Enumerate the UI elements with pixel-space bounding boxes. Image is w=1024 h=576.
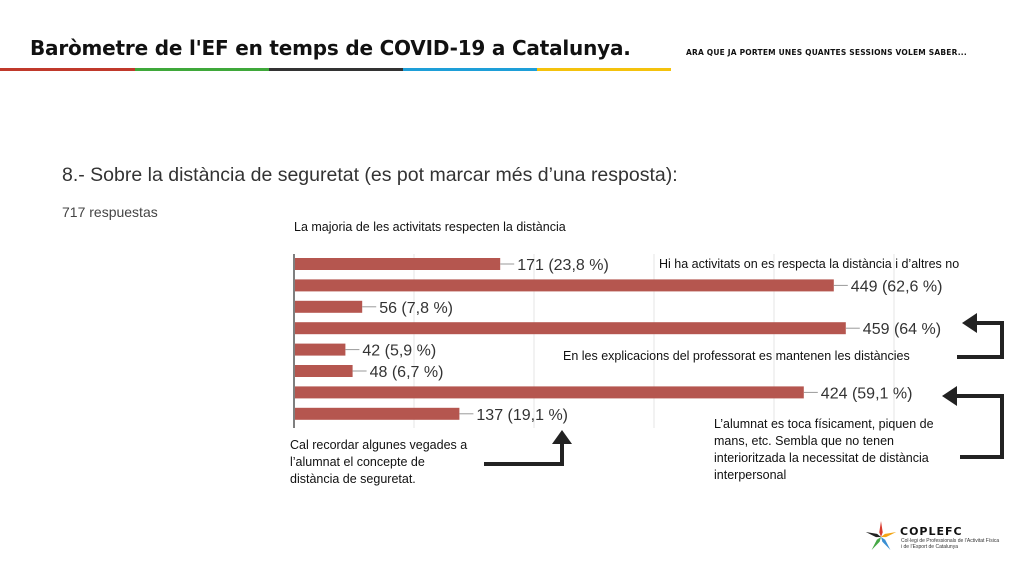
bar <box>295 407 460 420</box>
logo-star-arm <box>879 521 883 537</box>
question-title: 8.- Sobre la distància de seguretat (es … <box>62 164 678 186</box>
stripe-segment <box>403 68 537 71</box>
bar <box>295 343 346 356</box>
arrow-reminder <box>484 440 564 466</box>
bar <box>295 322 846 335</box>
annotation-majority: La majoria de les activitats respecten l… <box>294 220 566 234</box>
page-subtitle: ARA QUE JA PORTEM UNES QUANTES SESSIONS … <box>686 48 967 57</box>
logo-name: COPLEFC <box>900 525 963 538</box>
stripe-segment <box>671 68 1024 71</box>
data-label: 48 (6,7 %) <box>370 364 444 381</box>
annotation-mixed: Hi ha activitats on es respecta la distà… <box>659 257 960 271</box>
data-label: 459 (64 %) <box>863 321 941 338</box>
bar <box>295 279 834 292</box>
logo-subtitle: Col·legi de Professionals de l’Activitat… <box>901 538 1000 550</box>
bar <box>295 300 363 313</box>
data-label: 449 (62,6 %) <box>851 278 943 295</box>
bar <box>295 386 804 399</box>
stripe-segment <box>135 68 269 71</box>
responses-count: 717 respuestas <box>62 204 158 220</box>
header-color-stripe <box>0 68 1024 71</box>
stripe-segment <box>537 68 671 71</box>
logo-star-arm <box>881 532 897 538</box>
page-title: Baròmetre de l'EF en temps de COVID-19 a… <box>30 36 631 60</box>
arrow-touching <box>952 394 1004 459</box>
data-label: 171 (23,8 %) <box>517 257 609 274</box>
arrow-touching-head <box>942 386 957 406</box>
logo-star-arm <box>881 537 891 550</box>
bar <box>295 365 353 377</box>
annotation-reminder: Cal recordar algunes vegades a l’alumnat… <box>290 438 468 486</box>
arrow-explanations <box>957 321 1004 359</box>
annotation-touching: L’alumnat es toca físicament, piquen de … <box>714 417 934 482</box>
stripe-segment <box>269 68 403 71</box>
arrow-reminder-head <box>552 430 572 444</box>
stripe-segment <box>0 68 135 71</box>
bar <box>295 258 501 270</box>
data-label: 56 (7,8 %) <box>379 300 453 317</box>
data-label: 137 (19,1 %) <box>476 407 568 424</box>
data-label: 42 (5,9 %) <box>362 343 436 360</box>
logo-star-arm <box>871 537 881 550</box>
data-label: 424 (59,1 %) <box>821 385 913 402</box>
arrow-explanations-head <box>962 313 977 333</box>
annotation-explanations: En les explicacions del professorat es m… <box>563 349 910 363</box>
logo-star-arm <box>865 532 881 538</box>
coplefc-logo-icon <box>865 521 897 550</box>
